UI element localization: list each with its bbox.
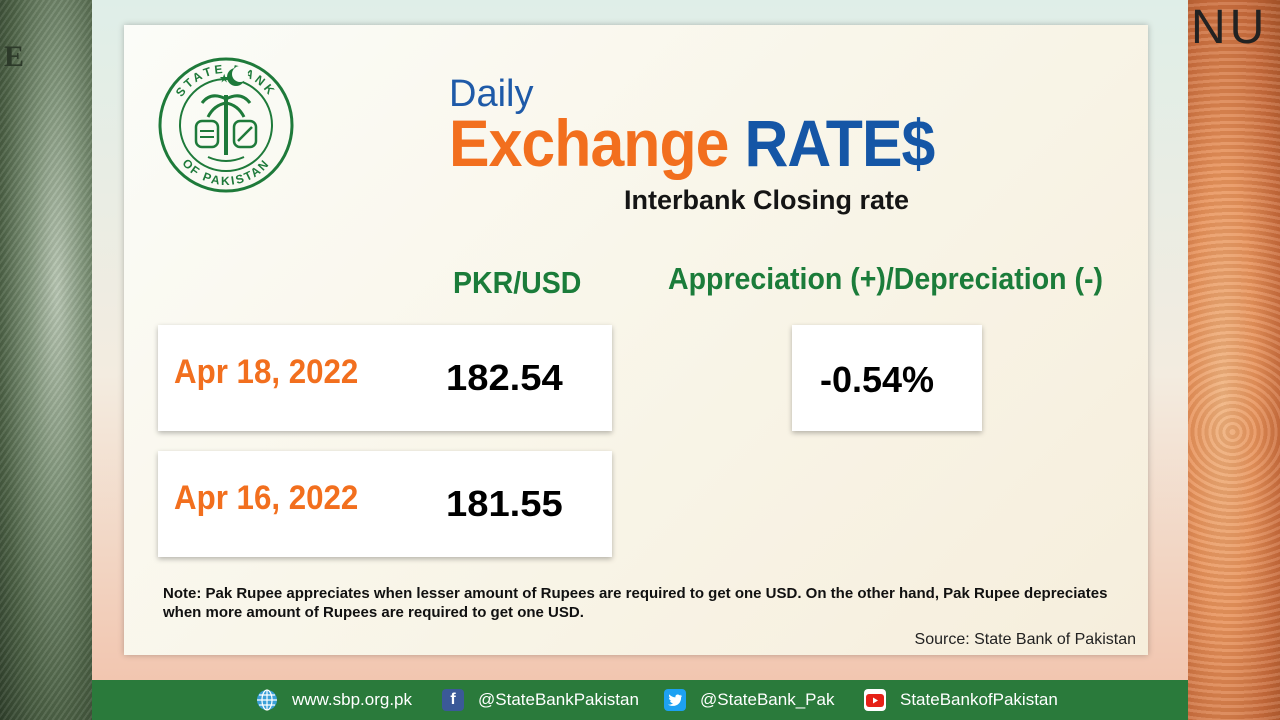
facebook-icon: f [442, 689, 464, 711]
globe-icon [256, 689, 278, 711]
footer-facebook[interactable]: f @StateBankPakistan [442, 680, 639, 720]
rate-value: 182.54 [446, 357, 563, 398]
page-title: Exchange RATE$ [449, 105, 935, 181]
footer-youtube-text: StateBankofPakistan [900, 690, 1058, 709]
banknote-right-decoration: NU [1185, 0, 1280, 720]
youtube-icon [864, 689, 886, 711]
rate-row: Apr 16, 2022 181.55 [158, 451, 612, 557]
title-exchange: Exchange [449, 106, 729, 180]
sbp-logo: STATE BANK OF PAKISTAN [158, 57, 294, 193]
rate-row: Apr 18, 2022 182.54 [158, 325, 612, 431]
footer-facebook-text: @StateBankPakistan [478, 690, 639, 709]
subtitle: Interbank Closing rate [624, 185, 910, 215]
exchange-rate-card: STATE BANK OF PAKISTAN Daily Exchange RA… [124, 25, 1148, 655]
footer-bar: www.sbp.org.pk f @StateBankPakistan @Sta… [92, 680, 1188, 720]
pkr-usd-header: PKR/USD [453, 265, 582, 300]
rate-date: Apr 16, 2022 [174, 479, 359, 517]
change-box: -0.54% [792, 325, 982, 431]
footer-twitter-text: @StateBank_Pak [700, 690, 835, 709]
rate-value: 181.55 [446, 483, 563, 524]
banknote-left-decoration: E [0, 0, 95, 720]
change-value: -0.54% [820, 359, 935, 400]
daily-label: Daily [449, 73, 534, 115]
rate-date: Apr 18, 2022 [174, 353, 359, 391]
footer-twitter[interactable]: @StateBank_Pak [664, 680, 834, 720]
footer-youtube[interactable]: StateBankofPakistan [864, 680, 1058, 720]
twitter-icon [664, 689, 686, 711]
source-text: Source: State Bank of Pakistan [914, 631, 1136, 648]
change-header: Appreciation (+)/Depreciation (-) [668, 261, 1103, 296]
footer-website-text: www.sbp.org.pk [292, 690, 412, 709]
note-text: Note: Pak Rupee appreciates when lesser … [163, 585, 1108, 621]
title-rates: RATE$ [744, 106, 935, 180]
footer-website[interactable]: www.sbp.org.pk [256, 680, 412, 720]
